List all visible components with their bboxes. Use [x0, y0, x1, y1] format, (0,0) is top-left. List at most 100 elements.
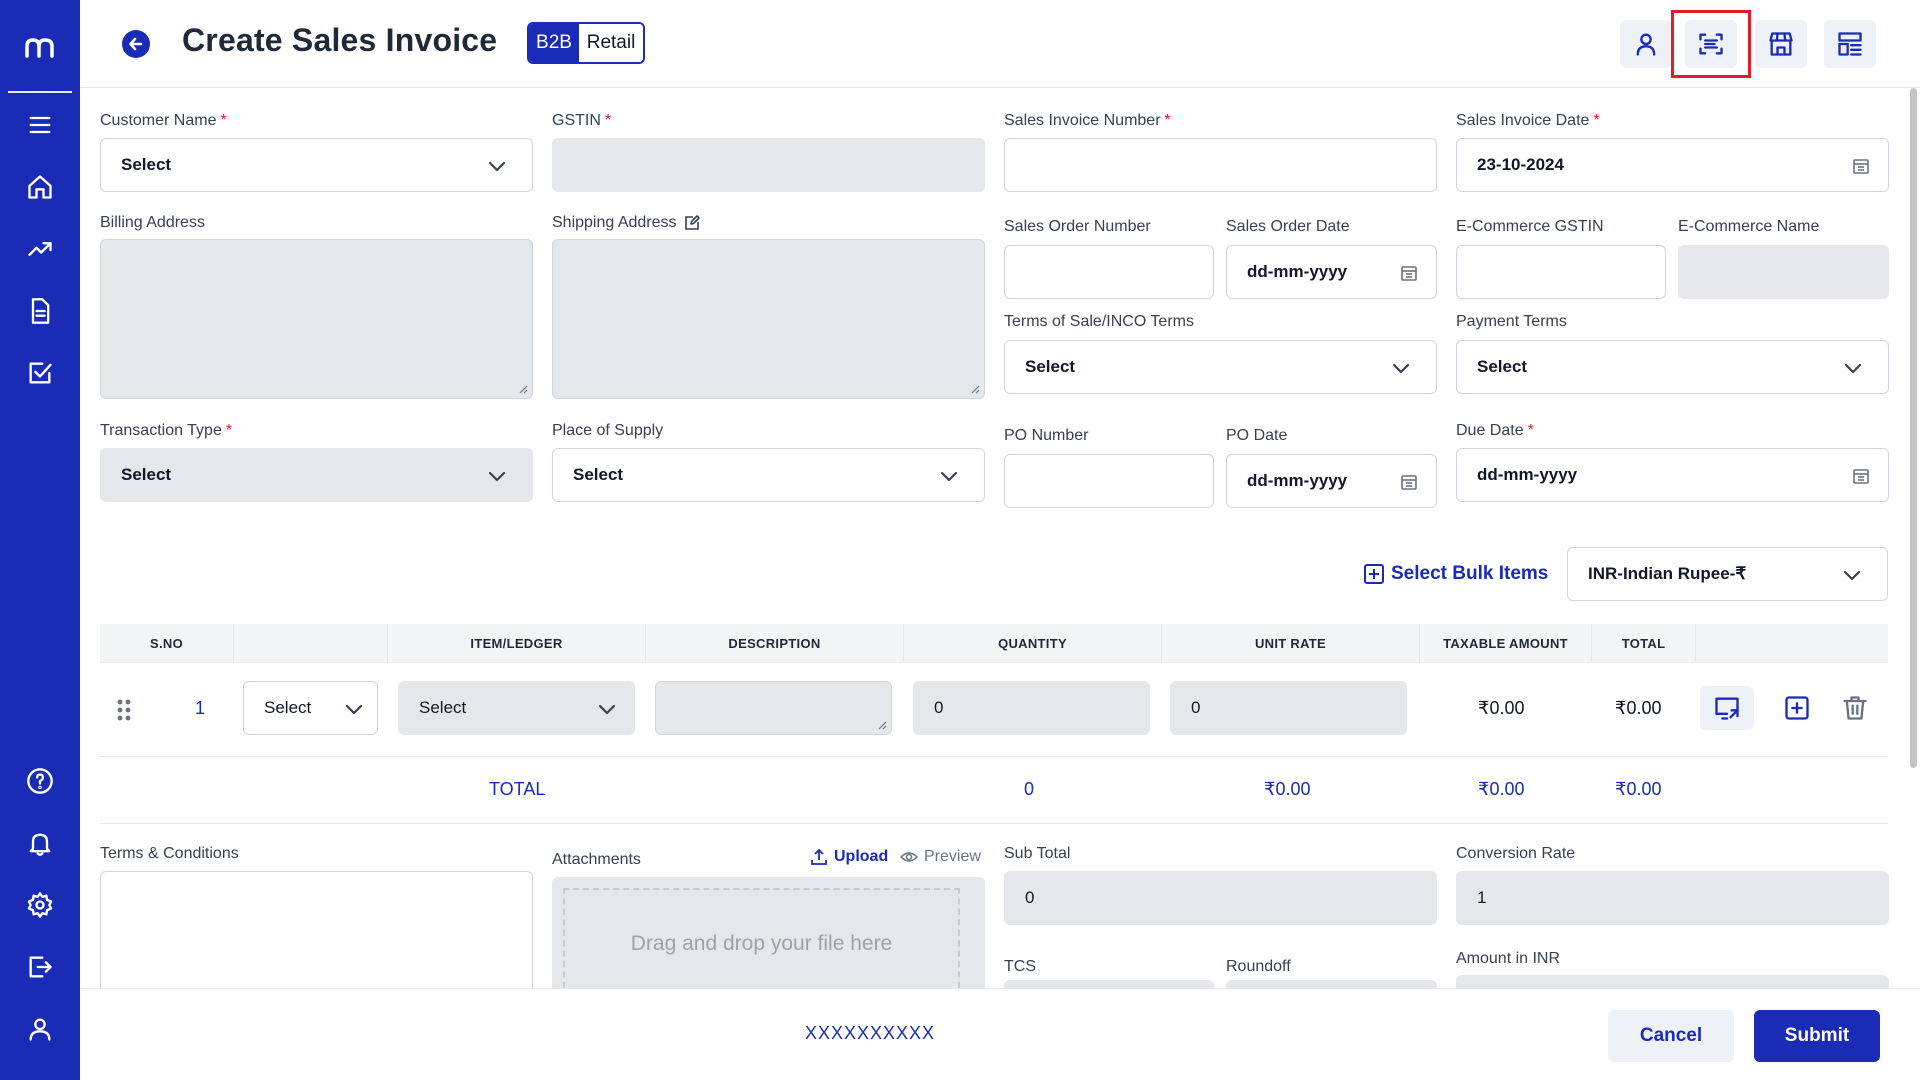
roundoff-field[interactable] [1226, 980, 1437, 988]
scan-document-button[interactable] [1685, 20, 1737, 68]
upload-icon [811, 848, 827, 865]
terms-of-sale-value: Select [1025, 357, 1076, 376]
chevron-down-icon [1842, 357, 1864, 379]
row-delete-button[interactable] [1828, 686, 1882, 730]
edit-icon[interactable] [683, 214, 701, 232]
place-of-supply-value: Select [573, 465, 624, 484]
row-unit-rate-input[interactable]: 0 [1170, 681, 1407, 735]
row-item-value: Select [419, 698, 467, 717]
plus-square-icon [1785, 696, 1809, 720]
preview-button[interactable]: Preview [900, 848, 981, 866]
submit-button[interactable]: Submit [1754, 1010, 1880, 1062]
chevron-down-icon [1841, 564, 1863, 586]
sub-total-label: Sub Total [1004, 845, 1071, 862]
row-taxable-amount: ₹0.00 [1478, 698, 1525, 718]
calendar-icon[interactable] [1852, 157, 1870, 175]
sub-total-field: 0 [1004, 871, 1437, 925]
eye-icon [900, 852, 918, 862]
gstin-field[interactable] [552, 138, 985, 192]
po-date-input[interactable]: dd-mm-yyyy [1226, 454, 1437, 508]
cancel-button[interactable]: Cancel [1608, 1010, 1734, 1062]
terms-of-sale-label: Terms of Sale/INCO Terms [1004, 313, 1194, 330]
upload-button[interactable]: Upload [810, 848, 888, 866]
calendar-icon[interactable] [1852, 467, 1870, 485]
user-icon[interactable] [20, 1009, 60, 1049]
customer-name-value: Select [121, 155, 172, 174]
due-date-label: Due Date * [1456, 422, 1534, 439]
attachments-label: Attachments [552, 851, 641, 868]
calendar-icon[interactable] [1400, 264, 1418, 282]
sales-order-number-input[interactable] [1004, 245, 1214, 299]
currency-select[interactable]: INR-Indian Rupee-₹ [1567, 547, 1888, 601]
layout-button[interactable] [1824, 20, 1876, 68]
tcs-field[interactable] [1004, 980, 1214, 988]
select-bulk-items-button[interactable]: Select Bulk Items [1363, 563, 1548, 585]
sub-total-value: 0 [1025, 888, 1035, 907]
terms-conditions-label: Terms & Conditions [100, 845, 239, 862]
amount-inr-field [1456, 975, 1889, 988]
help-icon[interactable] [20, 761, 60, 801]
checklist-icon[interactable] [20, 353, 60, 393]
po-number-input[interactable] [1004, 454, 1214, 508]
menu-icon[interactable] [20, 105, 60, 145]
transaction-type-value: Select [121, 465, 172, 484]
ecommerce-name-field[interactable] [1678, 245, 1889, 299]
terms-of-sale-select[interactable]: Select [1004, 340, 1437, 394]
scrollbar-thumb[interactable] [1910, 88, 1917, 768]
row-type-select[interactable]: Select [243, 681, 378, 735]
column-header-unit-rate: UNIT RATE [1162, 624, 1420, 662]
terms-conditions-textarea[interactable] [100, 871, 533, 988]
currency-value: INR-Indian Rupee-₹ [1588, 564, 1747, 583]
conversion-rate-field[interactable]: 1 [1456, 871, 1889, 925]
roundoff-label: Roundoff [1226, 958, 1291, 975]
home-icon[interactable] [20, 167, 60, 207]
page-header: Create Sales Invoice B2B Retail [80, 0, 1920, 88]
due-date-input[interactable]: dd-mm-yyyy [1456, 448, 1889, 502]
row-description-textarea[interactable] [655, 681, 892, 735]
store-button[interactable] [1755, 20, 1807, 68]
transaction-type-select[interactable]: Select [100, 448, 533, 502]
sales-order-date-placeholder: dd-mm-yyyy [1247, 262, 1348, 281]
retail-toggle-option[interactable]: Retail [579, 24, 643, 62]
screen-share-icon [1715, 697, 1739, 720]
calendar-icon[interactable] [1400, 473, 1418, 491]
place-of-supply-label: Place of Supply [552, 422, 664, 439]
sidebar-divider [8, 91, 72, 93]
footer-code: XXXXXXXXXX [805, 1023, 936, 1043]
sales-order-date-input[interactable]: dd-mm-yyyy [1226, 245, 1437, 299]
customer-button[interactable] [1620, 20, 1672, 68]
b2b-toggle-option[interactable]: B2B [529, 24, 579, 62]
resize-handle-icon[interactable] [877, 720, 887, 730]
ecommerce-name-label: E-Commerce Name [1678, 218, 1820, 235]
transaction-type-label: Transaction Type * [100, 422, 233, 439]
shipping-address-textarea[interactable] [552, 239, 985, 399]
drag-handle-icon[interactable] [116, 698, 132, 722]
logout-icon[interactable] [20, 947, 60, 987]
row-quantity-input[interactable]: 0 [913, 681, 1150, 735]
sales-invoice-number-input[interactable] [1004, 138, 1437, 192]
payment-terms-select[interactable]: Select [1456, 340, 1889, 394]
row-add-button[interactable] [1770, 686, 1824, 730]
billing-address-textarea[interactable] [100, 239, 533, 399]
row-item-select[interactable]: Select [398, 681, 635, 735]
row-open-details-button[interactable] [1700, 686, 1754, 730]
customer-name-select[interactable]: Select [100, 138, 533, 192]
resize-handle-icon[interactable] [970, 384, 980, 394]
document-icon[interactable] [20, 291, 60, 331]
due-date-placeholder: dd-mm-yyyy [1477, 465, 1578, 484]
attachments-dropzone[interactable]: Drag and drop your file here [563, 888, 960, 988]
place-of-supply-select[interactable]: Select [552, 448, 985, 502]
scan-icon [1699, 33, 1723, 55]
settings-icon[interactable] [20, 885, 60, 925]
back-button[interactable] [122, 30, 150, 58]
bell-icon[interactable] [20, 823, 60, 863]
attachments-dropzone-container: Drag and drop your file here [552, 877, 985, 988]
arrow-left-icon [129, 37, 143, 51]
ecommerce-gstin-input[interactable] [1456, 245, 1666, 299]
page-scrollbar[interactable] [1906, 88, 1920, 988]
sales-invoice-date-input[interactable]: 23-10-2024 [1456, 138, 1889, 192]
brand-logo[interactable] [0, 28, 80, 68]
trending-up-icon[interactable] [20, 229, 60, 269]
chevron-down-icon [596, 698, 618, 720]
resize-handle-icon[interactable] [518, 384, 528, 394]
